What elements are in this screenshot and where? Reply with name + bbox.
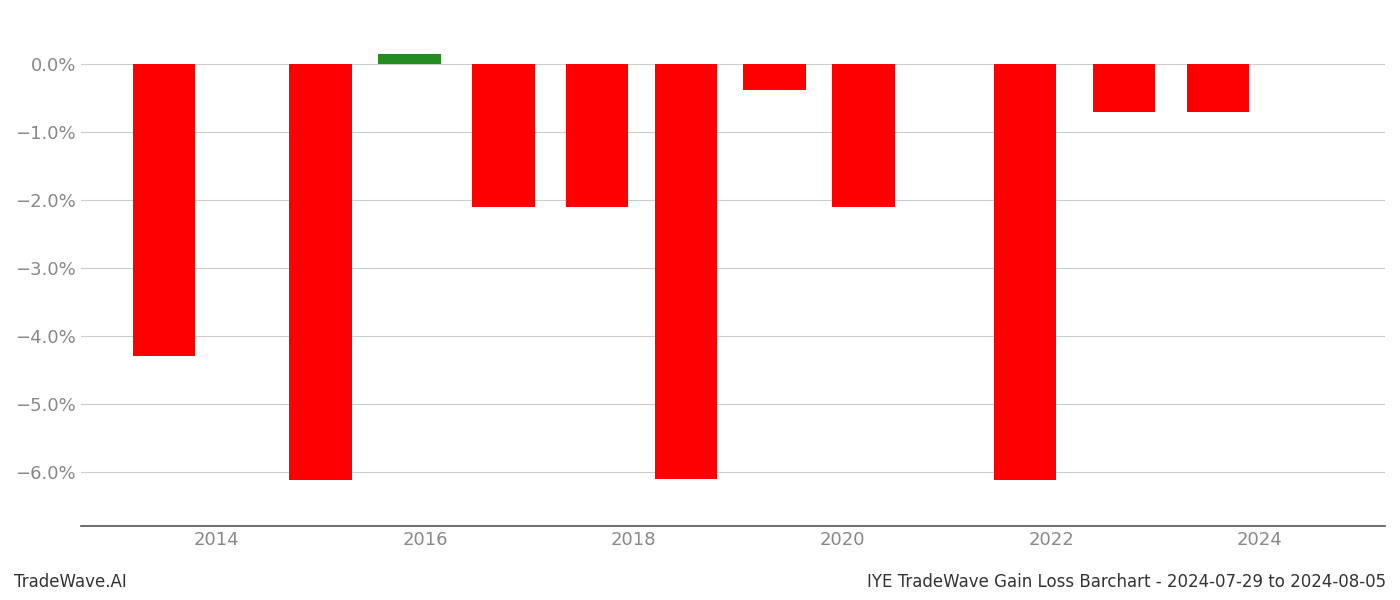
Bar <box>472 64 535 207</box>
Bar <box>832 64 895 207</box>
Bar <box>1093 64 1155 112</box>
Text: IYE TradeWave Gain Loss Barchart - 2024-07-29 to 2024-08-05: IYE TradeWave Gain Loss Barchart - 2024-… <box>867 573 1386 591</box>
Bar <box>655 64 717 479</box>
Bar <box>133 64 196 356</box>
Bar <box>994 64 1056 480</box>
Bar <box>1187 64 1249 112</box>
Bar <box>290 64 351 480</box>
Text: TradeWave.AI: TradeWave.AI <box>14 573 127 591</box>
Bar <box>378 54 441 64</box>
Bar <box>566 64 629 207</box>
Bar <box>743 64 806 90</box>
